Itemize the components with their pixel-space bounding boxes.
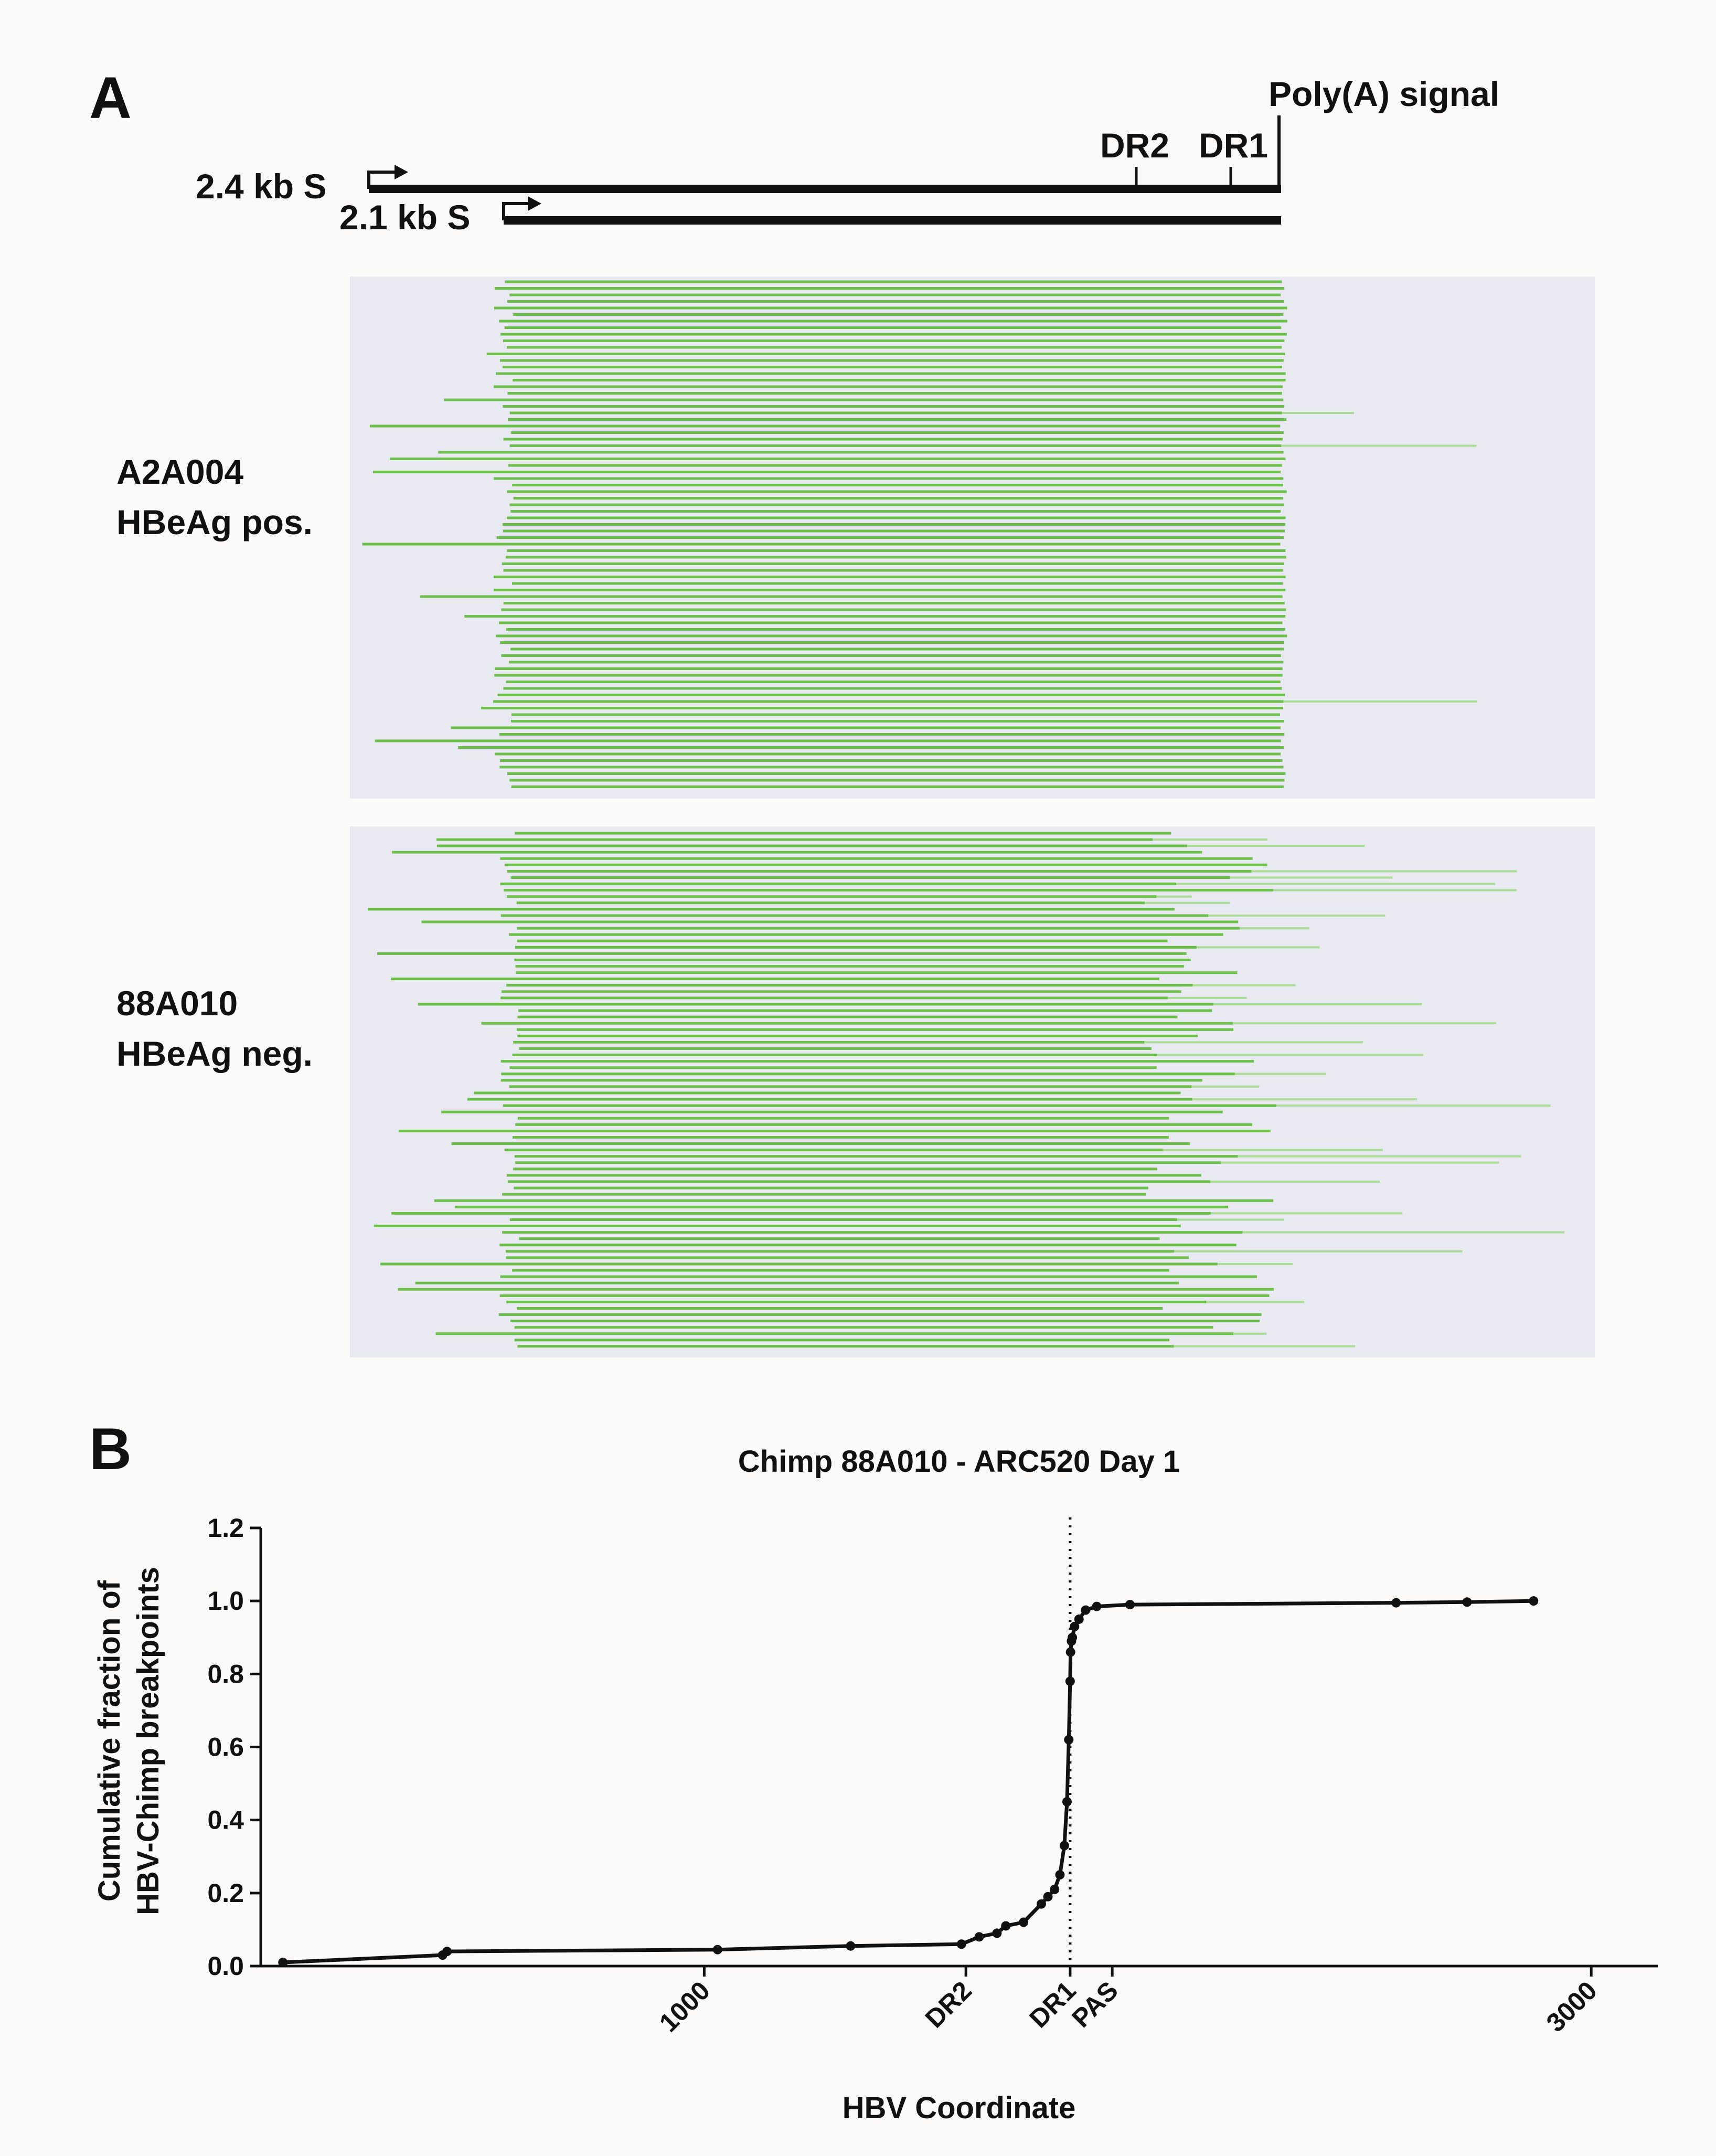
data-point — [1092, 1601, 1102, 1611]
data-point — [1391, 1598, 1401, 1608]
data-point — [1065, 1676, 1075, 1686]
data-point — [992, 1928, 1002, 1938]
data-point — [1064, 1735, 1074, 1745]
y-tick-label: 1.2 — [207, 1513, 244, 1543]
data-point — [974, 1932, 984, 1942]
polya-signal-label: Poly(A) signal — [1269, 75, 1499, 113]
sample-a2a004-status: HBeAg pos. — [116, 503, 313, 541]
data-point — [1043, 1892, 1053, 1902]
sample-88a010-status: HBeAg neg. — [116, 1034, 313, 1073]
promoter-2-4kb-arrow — [367, 171, 399, 189]
sample-a2a004-name: A2A004 — [116, 452, 243, 491]
arrowhead-icon — [395, 165, 408, 179]
chart-series — [278, 1596, 1539, 1968]
y-tick-label: 0.0 — [207, 1951, 244, 1981]
transcript-2-1kb-label: 2.1 kb S — [339, 198, 470, 237]
y-tick-label: 0.6 — [207, 1733, 244, 1762]
data-point — [1125, 1600, 1135, 1610]
data-point — [1001, 1921, 1011, 1931]
y-tick-label: 0.2 — [207, 1878, 244, 1908]
data-point — [956, 1939, 966, 1949]
promoter-2-1kb-arrow — [502, 202, 532, 220]
arrowhead-icon — [528, 196, 541, 211]
transcript-2-4kb-label: 2.4 kb S — [196, 167, 326, 206]
y-tick-label: 0.8 — [207, 1659, 244, 1688]
reads-a2a004 — [362, 280, 1478, 788]
data-point — [1068, 1632, 1078, 1642]
panel-b-label: B — [89, 1416, 132, 1482]
chart-title: Chimp 88A010 - ARC520 Day 1 — [738, 1445, 1180, 1479]
data-point — [1050, 1884, 1060, 1894]
x-axis-label: HBV Coordinate — [843, 2091, 1076, 2125]
data-point — [1065, 1647, 1075, 1657]
data-point — [712, 1945, 722, 1955]
data-point — [278, 1958, 288, 1968]
data-point — [1462, 1597, 1472, 1607]
data-point — [1529, 1596, 1539, 1606]
data-point — [1062, 1797, 1072, 1807]
data-point — [1055, 1870, 1065, 1880]
y-axis-label-line1: Cumulative fraction of — [92, 1580, 126, 1902]
sample-88a010-name: 88A010 — [116, 984, 238, 1023]
data-point — [1059, 1841, 1069, 1851]
dr2-label: DR2 — [1100, 126, 1169, 165]
data-point — [1070, 1621, 1080, 1631]
data-point — [1081, 1605, 1091, 1615]
y-tick-label: 1.0 — [207, 1586, 244, 1616]
y-tick-label: 0.4 — [207, 1805, 244, 1835]
transcript-schematic: 2.4 kb S 2.1 kb S DR2 DR1 Poly(A) signal — [196, 75, 1499, 237]
data-point — [1036, 1899, 1046, 1909]
data-point — [1074, 1614, 1084, 1624]
panel-a-label: A — [89, 65, 132, 131]
dr1-label: DR1 — [1199, 126, 1268, 165]
data-point — [1019, 1917, 1029, 1927]
y-axis-label-line2: HBV-Chimp breakpoints — [131, 1567, 165, 1915]
data-point — [442, 1947, 452, 1957]
reads-88a010 — [368, 832, 1565, 1348]
data-point — [846, 1941, 856, 1951]
